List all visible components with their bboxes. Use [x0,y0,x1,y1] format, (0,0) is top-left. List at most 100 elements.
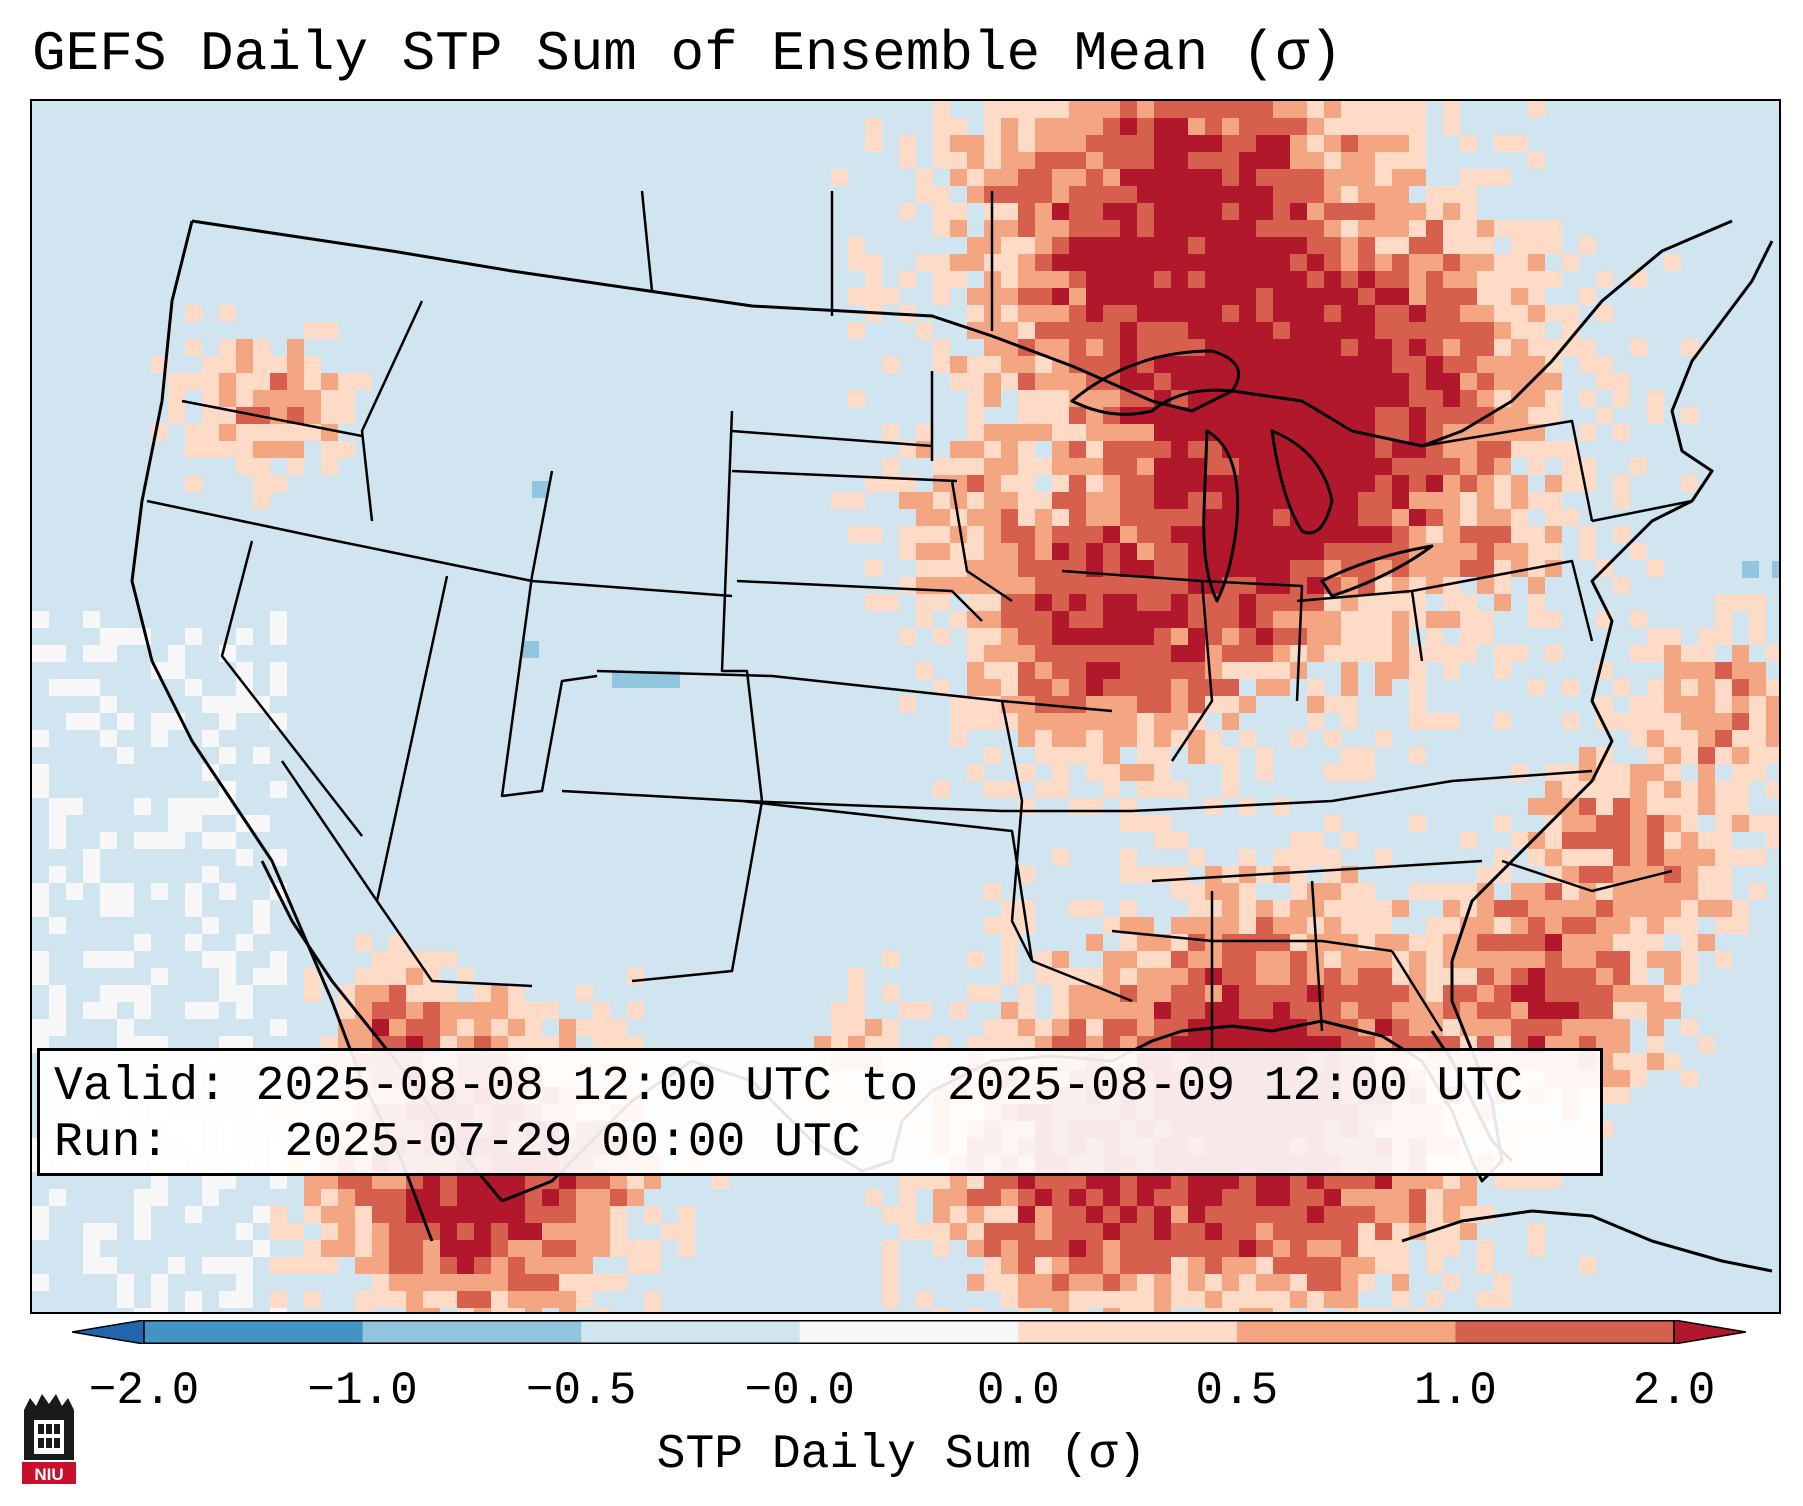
anomaly-cell [865,271,882,288]
anomaly-cell [1528,883,1545,900]
anomaly-cell [1103,1002,1120,1019]
anomaly-cell [1698,679,1715,696]
anomaly-cell [644,1291,661,1308]
anomaly-cell [236,1223,253,1240]
anomaly-cell [1477,917,1494,934]
anomaly-cell [1256,135,1273,152]
anomaly-cell [1392,339,1409,356]
anomaly-cell [1732,917,1749,934]
anomaly-cell [1375,985,1392,1002]
anomaly-cell [1171,475,1188,492]
anomaly-cell [916,577,933,594]
anomaly-cell [1120,135,1137,152]
anomaly-cell [882,356,899,373]
anomaly-cell [576,1019,593,1036]
anomaly-cell [950,611,967,628]
anomaly-cell [1154,441,1171,458]
anomaly-cell [984,118,1001,135]
anomaly-cell [559,1019,576,1036]
anomaly-cell [1001,1019,1018,1036]
anomaly-cell [1137,645,1154,662]
anomaly-cell [1426,560,1443,577]
anomaly-cell [202,1002,219,1019]
anomaly-cell [1392,254,1409,271]
anomaly-cell [933,509,950,526]
anomaly-cell [1103,764,1120,781]
anomaly-cell [1528,288,1545,305]
anomaly-cell [32,781,49,798]
anomaly-cell [1018,424,1035,441]
anomaly-cell [1137,968,1154,985]
anomaly-cell [1341,883,1358,900]
anomaly-cell [1103,118,1120,135]
anomaly-cell [1562,849,1579,866]
anomaly-cell [270,1308,287,1312]
anomaly-cell [1120,101,1137,118]
anomaly-cell [1018,220,1035,237]
anomaly-cell [1052,645,1069,662]
anomaly-cell [1120,866,1137,883]
anomaly-cell [474,985,491,1002]
anomaly-cell [1375,458,1392,475]
anomaly-cell [1137,152,1154,169]
anomaly-cell [202,917,219,934]
anomaly-cell [1375,441,1392,458]
colorbar [72,1320,1746,1344]
anomaly-cell [1001,781,1018,798]
anomaly-cell [1205,237,1222,254]
anomaly-cell [1392,628,1409,645]
anomaly-cell [1137,713,1154,730]
anomaly-cell [1494,305,1511,322]
anomaly-cell [1341,594,1358,611]
anomaly-cell [270,679,287,696]
anomaly-cell [1086,611,1103,628]
anomaly-cell [1256,169,1273,186]
anomaly-cell [1698,747,1715,764]
anomaly-cell [1596,373,1613,390]
anomaly-cell [1018,475,1035,492]
anomaly-cell [1137,577,1154,594]
anomaly-cell [1290,832,1307,849]
anomaly-cell [1528,934,1545,951]
anomaly-cell [219,883,236,900]
anomaly-cell [1290,900,1307,917]
anomaly-cell [542,1257,559,1274]
anomaly-cell [1205,543,1222,560]
anomaly-cell [287,1223,304,1240]
anomaly-cell [1579,917,1596,934]
anomaly-cell [1154,832,1171,849]
anomaly-cell [372,985,389,1002]
anomaly-cell [389,1189,406,1206]
anomaly-cell [1188,1274,1205,1291]
anomaly-cell [1120,764,1137,781]
anomaly-cell [1511,1172,1528,1189]
anomaly-cell [1120,441,1137,458]
anomaly-cell [967,1240,984,1257]
anomaly-cell [1307,492,1324,509]
anomaly-cell [1154,186,1171,203]
anomaly-cell [1562,917,1579,934]
anomaly-cell [1052,424,1069,441]
anomaly-cell [1103,1172,1120,1189]
anomaly-cell [1188,1223,1205,1240]
anomaly-cell [1341,713,1358,730]
anomaly-cell [508,1240,525,1257]
anomaly-cell [1171,917,1188,934]
anomaly-cell [1324,951,1341,968]
anomaly-cell [1120,339,1137,356]
anomaly-cell [1647,764,1664,781]
anomaly-cell [1579,1257,1596,1274]
anomaly-cell [508,1172,525,1189]
anomaly-cell [253,1240,270,1257]
anomaly-cell [134,1308,151,1312]
anomaly-cell [1222,713,1239,730]
anomaly-cell [1171,1223,1188,1240]
anomaly-cell [1681,832,1698,849]
anomaly-cell [1477,390,1494,407]
anomaly-cell [1052,220,1069,237]
anomaly-cell [1681,696,1698,713]
anomaly-cell [1222,101,1239,118]
anomaly-cell [1528,101,1545,118]
anomaly-cell [270,1019,287,1036]
anomaly-cell [1511,951,1528,968]
